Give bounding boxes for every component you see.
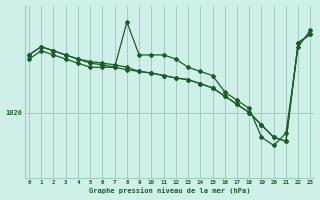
X-axis label: Graphe pression niveau de la mer (hPa): Graphe pression niveau de la mer (hPa) <box>89 188 251 194</box>
